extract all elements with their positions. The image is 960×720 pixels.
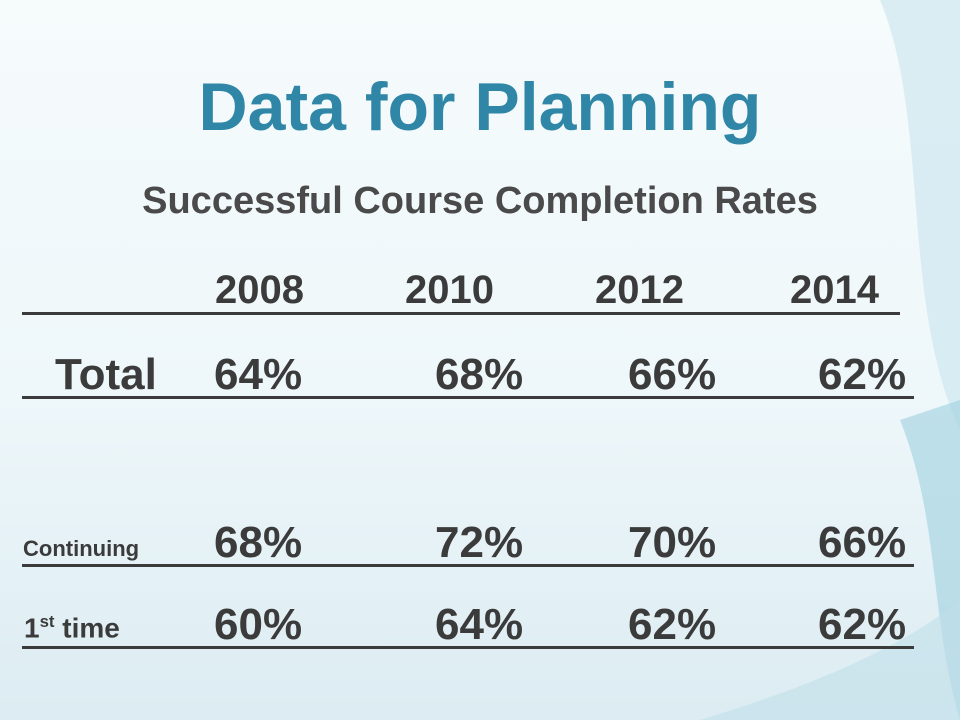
- table-cell: 62%: [628, 600, 717, 649]
- row-rule: [22, 646, 914, 649]
- table-cell: 66%: [628, 350, 717, 399]
- slide-title: Data for Planning: [198, 69, 762, 145]
- row-label-continuing: Continuing: [23, 536, 140, 561]
- slide-subtitle: Successful Course Completion Rates: [142, 180, 818, 222]
- table-cell: 60%: [214, 600, 303, 649]
- row-label-first-time: 1st time: [24, 612, 120, 644]
- table-cell: 64%: [214, 350, 303, 399]
- table-cell: 64%: [435, 600, 524, 649]
- year-header: 2014: [790, 268, 879, 312]
- header-rule: [22, 312, 900, 315]
- year-header: 2008: [215, 268, 304, 312]
- table-cell: 66%: [818, 518, 907, 567]
- table-cell: 62%: [818, 600, 907, 649]
- table-cell: 68%: [214, 518, 303, 567]
- table-cell: 68%: [435, 350, 524, 399]
- table-cell: 70%: [628, 518, 717, 567]
- table-cell: 62%: [818, 350, 907, 399]
- table-cell: 72%: [435, 518, 524, 567]
- year-header: 2012: [595, 268, 684, 312]
- row-rule: [22, 396, 914, 399]
- row-rule: [22, 564, 914, 567]
- row-label-total: Total: [55, 350, 157, 399]
- year-header: 2010: [405, 268, 494, 312]
